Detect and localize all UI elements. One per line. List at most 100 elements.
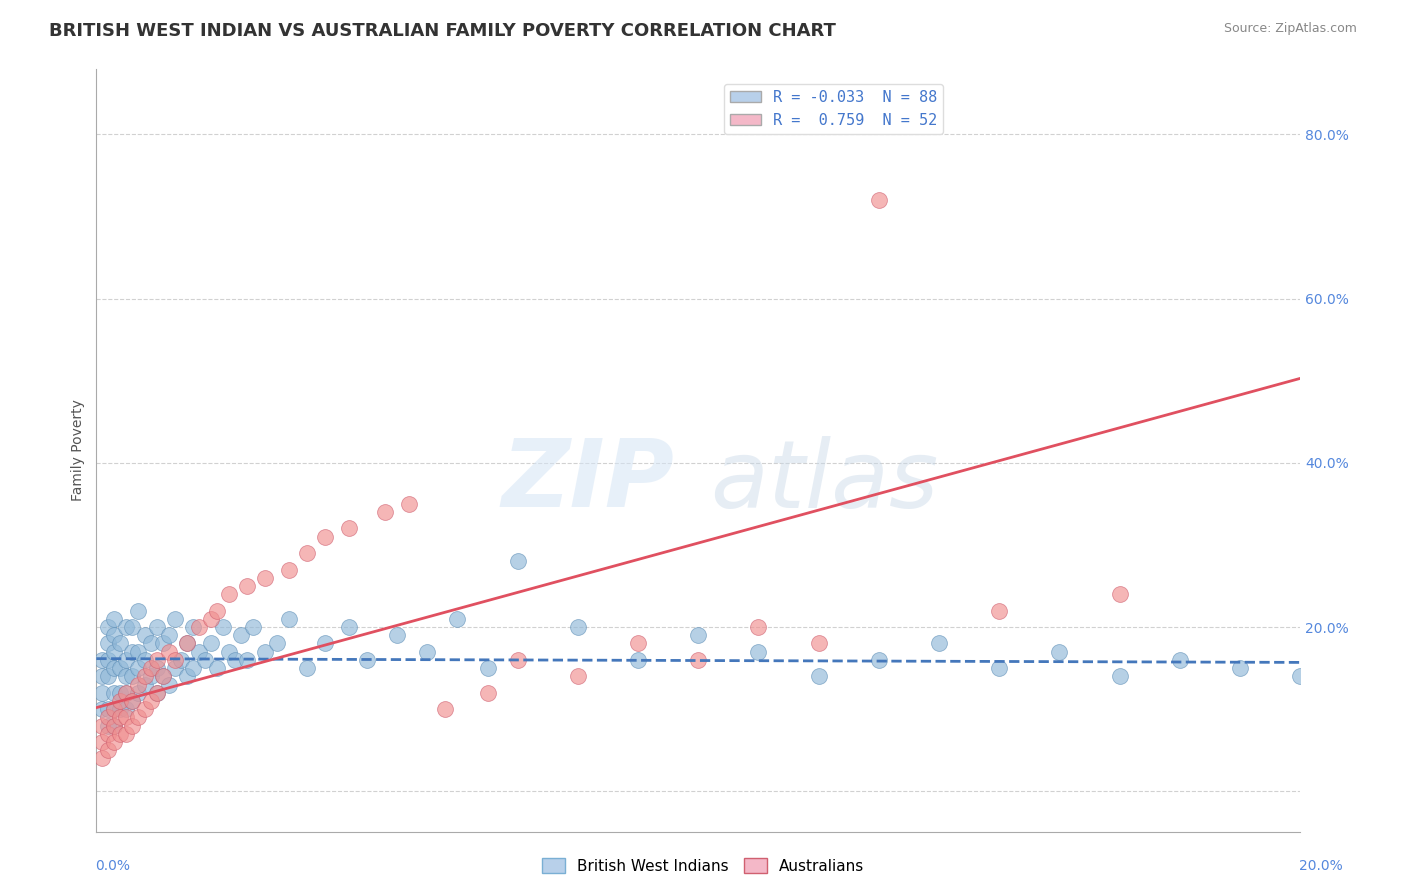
Point (205, 661, 228, 675)
Point (314, 636, 336, 650)
Point (176, 636, 198, 650)
Point (157, 677, 180, 691)
Point (627, 636, 650, 650)
Text: 20.0%: 20.0% (1299, 859, 1343, 872)
Point (242, 620, 264, 634)
Point (236, 653, 259, 667)
Point (314, 530, 336, 544)
Point (91, 751, 114, 765)
Point (121, 620, 143, 634)
Point (278, 612, 301, 626)
Point (145, 686, 167, 700)
Text: 0.0%: 0.0% (96, 859, 131, 872)
Legend: R = -0.033  N = 88, R =  0.759  N = 52: R = -0.033 N = 88, R = 0.759 N = 52 (724, 84, 943, 134)
Point (152, 669, 174, 683)
Point (295, 661, 318, 675)
Point (295, 546, 318, 560)
Point (110, 710, 132, 724)
Point (97, 718, 120, 732)
Point (97, 636, 120, 650)
Point (127, 686, 149, 700)
Point (200, 636, 222, 650)
Point (253, 571, 276, 585)
Point (134, 677, 156, 691)
Point (103, 702, 125, 716)
Text: ZIP: ZIP (502, 435, 673, 527)
Point (91, 669, 114, 683)
Point (176, 636, 198, 650)
Point (97, 727, 120, 741)
Point (181, 661, 204, 675)
Point (477, 686, 499, 700)
Point (176, 669, 198, 683)
Point (157, 628, 180, 642)
Point (567, 620, 589, 634)
Point (103, 718, 125, 732)
Legend: British West Indians, Australians: British West Indians, Australians (536, 852, 870, 880)
Point (115, 727, 138, 741)
Point (115, 620, 138, 634)
Point (157, 645, 180, 659)
Text: BRITISH WEST INDIAN VS AUSTRALIAN FAMILY POVERTY CORRELATION CHART: BRITISH WEST INDIAN VS AUSTRALIAN FAMILY… (49, 22, 837, 40)
Point (211, 620, 233, 634)
Point (97, 653, 120, 667)
Point (278, 563, 301, 577)
Point (103, 686, 125, 700)
Point (145, 661, 167, 675)
Point (194, 653, 217, 667)
Point (97, 620, 120, 634)
Point (97, 743, 120, 757)
Point (181, 620, 204, 634)
Point (1289, 669, 1312, 683)
Point (134, 669, 156, 683)
Point (988, 604, 1011, 618)
Point (127, 645, 149, 659)
Point (163, 612, 186, 626)
Point (110, 727, 132, 741)
Point (477, 661, 499, 675)
Point (110, 686, 132, 700)
Point (121, 669, 143, 683)
Point (121, 694, 143, 708)
Point (145, 620, 167, 634)
Point (506, 554, 529, 568)
Text: atlas: atlas (710, 435, 938, 526)
Point (127, 710, 149, 724)
Point (205, 604, 228, 618)
Point (688, 628, 710, 642)
Text: Source: ZipAtlas.com: Source: ZipAtlas.com (1223, 22, 1357, 36)
Point (97, 702, 120, 716)
Point (688, 653, 710, 667)
Point (224, 653, 246, 667)
Point (134, 702, 156, 716)
Point (868, 193, 890, 207)
Point (134, 628, 156, 642)
Point (115, 669, 138, 683)
Point (103, 645, 125, 659)
Point (337, 620, 360, 634)
Point (627, 653, 650, 667)
Point (152, 636, 174, 650)
Point (337, 521, 360, 535)
Point (115, 702, 138, 716)
Point (169, 653, 191, 667)
Point (139, 669, 162, 683)
Point (229, 628, 252, 642)
Point (1108, 669, 1130, 683)
Point (567, 669, 589, 683)
Point (747, 620, 769, 634)
Point (127, 604, 149, 618)
Point (103, 735, 125, 749)
Point (91, 735, 114, 749)
Point (807, 636, 830, 650)
Point (434, 702, 457, 716)
Point (416, 645, 439, 659)
Point (1229, 661, 1251, 675)
Point (127, 661, 149, 675)
Point (356, 653, 378, 667)
Point (110, 702, 132, 716)
Point (747, 645, 769, 659)
Point (218, 645, 240, 659)
Point (121, 645, 143, 659)
Point (139, 636, 162, 650)
